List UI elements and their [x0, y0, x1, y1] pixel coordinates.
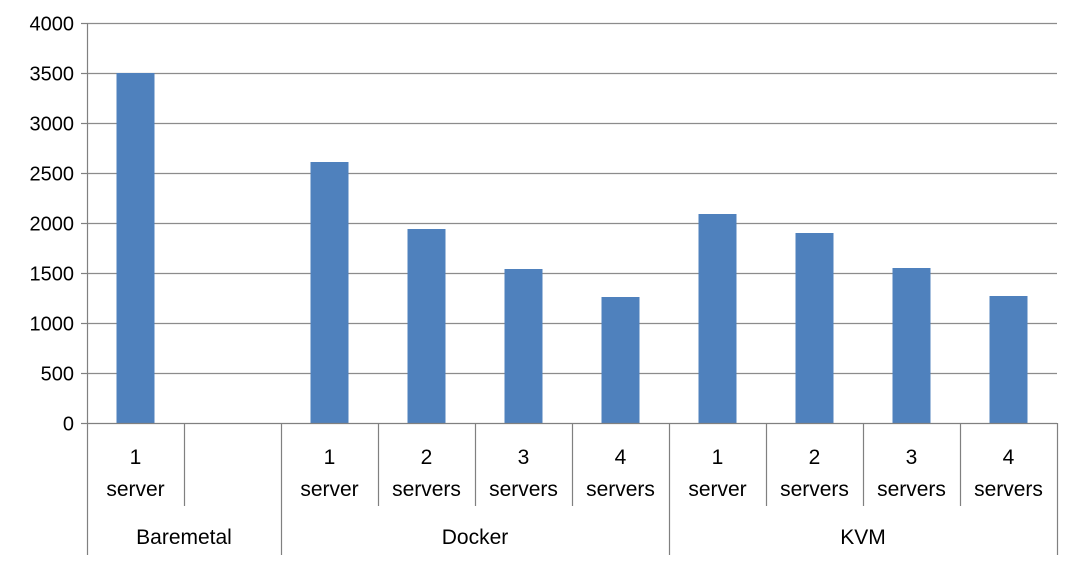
- bar: [698, 214, 737, 423]
- category-label-number: 2: [809, 446, 821, 469]
- bar: [116, 73, 155, 423]
- axes: [81, 22, 1059, 555]
- bar: [504, 269, 543, 423]
- category-label-number: 1: [130, 446, 142, 469]
- y-tick-label: 3000: [30, 114, 75, 136]
- y-tick-label: 1000: [30, 314, 75, 336]
- bar: [310, 162, 349, 423]
- category-label-unit: server: [688, 478, 746, 501]
- category-label-unit: servers: [489, 478, 558, 501]
- bar: [601, 297, 640, 423]
- gridlines: [87, 22, 1057, 375]
- category-label-unit: servers: [974, 478, 1043, 501]
- category-label-unit: servers: [392, 478, 461, 501]
- y-tick-label: 0: [63, 414, 74, 436]
- category-label-number: 4: [615, 446, 627, 469]
- category-label-unit: servers: [780, 478, 849, 501]
- bar: [892, 268, 931, 423]
- bar: [989, 296, 1028, 423]
- y-tick-label: 2500: [30, 164, 75, 186]
- y-tick-labels: 0 500 1000 1500 2000 2500 3000 3500 4000: [30, 14, 75, 436]
- category-label-number: 3: [906, 446, 918, 469]
- category-label-unit: server: [106, 478, 164, 501]
- category-label-number: 1: [712, 446, 724, 469]
- y-tick-label: 500: [41, 364, 74, 386]
- group-label: KVM: [840, 526, 886, 549]
- y-tick-label: 1500: [30, 264, 75, 286]
- bar: [795, 233, 834, 423]
- bar: [407, 229, 446, 423]
- category-label-unit: server: [300, 478, 358, 501]
- category-label-unit: servers: [877, 478, 946, 501]
- group-label: Docker: [442, 526, 509, 549]
- y-tick-label: 4000: [30, 14, 75, 36]
- category-label-number: 4: [1003, 446, 1015, 469]
- x-category-labels: 1 server 1 server 2 servers 3 servers 4 servers 1 s…: [106, 446, 1043, 549]
- category-label-unit: servers: [586, 478, 655, 501]
- category-label-number: 1: [324, 446, 336, 469]
- bars: [116, 73, 1028, 423]
- y-tick-label: 3500: [30, 64, 75, 86]
- group-label: Baremetal: [136, 526, 232, 549]
- category-label-number: 2: [421, 446, 433, 469]
- category-label-number: 3: [518, 446, 530, 469]
- y-tick-label: 2000: [30, 214, 75, 236]
